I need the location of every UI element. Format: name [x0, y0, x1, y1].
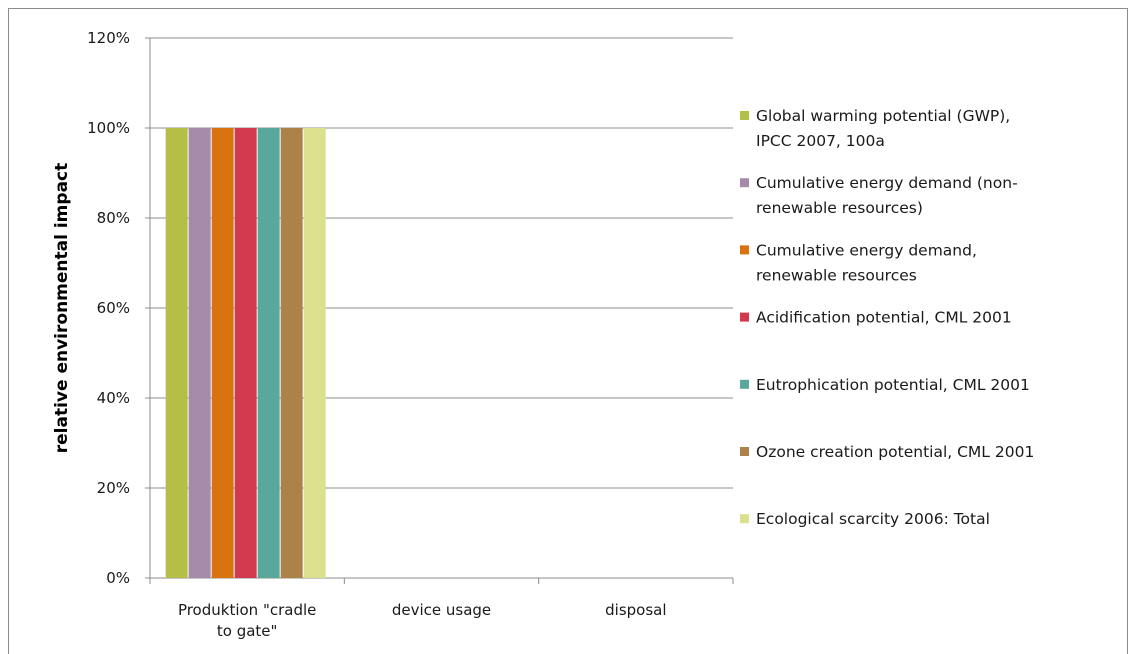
y-tick-label: 20%	[97, 479, 130, 497]
y-tick-label: 100%	[87, 119, 130, 137]
legend-label: Cumulative energy demand (non-	[756, 174, 1018, 192]
bar	[303, 128, 326, 578]
legend-swatch	[740, 111, 749, 120]
y-axis-title: relative environmental impact	[52, 163, 72, 453]
x-tick-label: Produktion "cradle	[178, 601, 316, 619]
bar	[188, 128, 211, 578]
legend-label: renewable resources)	[756, 199, 923, 217]
bar	[257, 128, 280, 578]
y-tick-label: 120%	[87, 29, 130, 47]
legend-label: Ecological scarcity 2006: Total	[756, 510, 990, 528]
legend-label: Eutrophication potential, CML 2001	[756, 376, 1030, 394]
y-tick-label: 60%	[97, 299, 130, 317]
x-tick-label: to gate"	[217, 622, 278, 640]
legend-label: Acidification potential, CML 2001	[756, 309, 1012, 327]
x-tick-label: device usage	[392, 601, 491, 619]
bar	[234, 128, 257, 578]
bar	[211, 128, 234, 578]
legend-swatch	[740, 379, 749, 389]
legend-label: Global warming potential (GWP),	[756, 107, 1010, 125]
x-tick-label: disposal	[605, 601, 666, 619]
legend-swatch	[740, 245, 749, 255]
legend-swatch	[740, 514, 749, 524]
legend-swatch	[740, 312, 749, 322]
y-tick-label: 40%	[97, 389, 130, 407]
legend-label: IPCC 2007, 100a	[756, 132, 885, 150]
legend-label: Ozone creation potential, CML 2001	[756, 443, 1034, 461]
legend-label: renewable resources	[756, 266, 917, 284]
legend-swatch	[740, 178, 749, 188]
y-tick-label: 80%	[97, 209, 130, 227]
legend-label: Cumulative energy demand,	[756, 241, 977, 259]
legend-swatch	[740, 447, 749, 456]
bar	[165, 128, 188, 578]
bar	[280, 128, 303, 578]
y-tick-label: 0%	[106, 569, 130, 587]
